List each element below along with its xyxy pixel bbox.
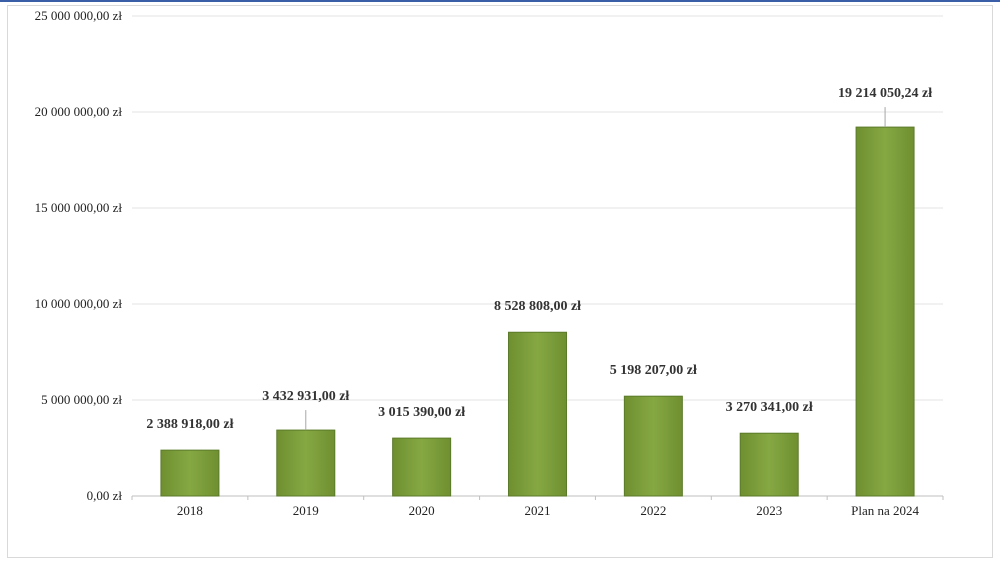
data-label: 5 198 207,00 zł	[610, 363, 697, 378]
top-rule	[0, 0, 1000, 2]
data-label: 8 528 808,00 zł	[494, 299, 581, 314]
data-label: 19 214 050,24 zł	[838, 86, 932, 101]
data-label: 2 388 918,00 zł	[146, 417, 233, 432]
y-tick-label: 0,00 zł	[87, 488, 123, 503]
x-tick-label: Plan na 2024	[851, 503, 919, 518]
y-tick-label: 10 000 000,00 zł	[35, 296, 123, 311]
data-label: 3 015 390,00 zł	[378, 405, 465, 420]
y-tick-label: 20 000 000,00 zł	[35, 104, 123, 119]
axes	[131, 495, 944, 500]
x-tick-label: 2022	[640, 503, 666, 518]
bar	[508, 331, 567, 497]
x-tick-label: 2020	[409, 503, 435, 518]
bar	[160, 449, 220, 497]
x-tick-label: 2021	[525, 503, 551, 518]
y-tick-label: 15 000 000,00 zł	[35, 200, 123, 215]
y-tick-label: 5 000 000,00 zł	[41, 392, 122, 407]
data-label: 3 432 931,00 zł	[262, 389, 349, 404]
x-tick-label: 2019	[293, 503, 319, 518]
y-tick-label: 25 000 000,00 zł	[35, 8, 123, 23]
labels: 0,00 zł 5 000 000,00 zł 10 000 000,00 zł 15…	[35, 8, 933, 518]
bar	[855, 126, 915, 497]
bar	[739, 432, 799, 497]
x-tick-label: 2018	[177, 503, 203, 518]
bar	[276, 429, 336, 497]
bar	[623, 395, 683, 497]
x-tick-label: 2023	[756, 503, 782, 518]
bar	[392, 437, 452, 497]
data-label: 3 270 341,00 zł	[726, 400, 813, 415]
bars	[160, 126, 915, 497]
